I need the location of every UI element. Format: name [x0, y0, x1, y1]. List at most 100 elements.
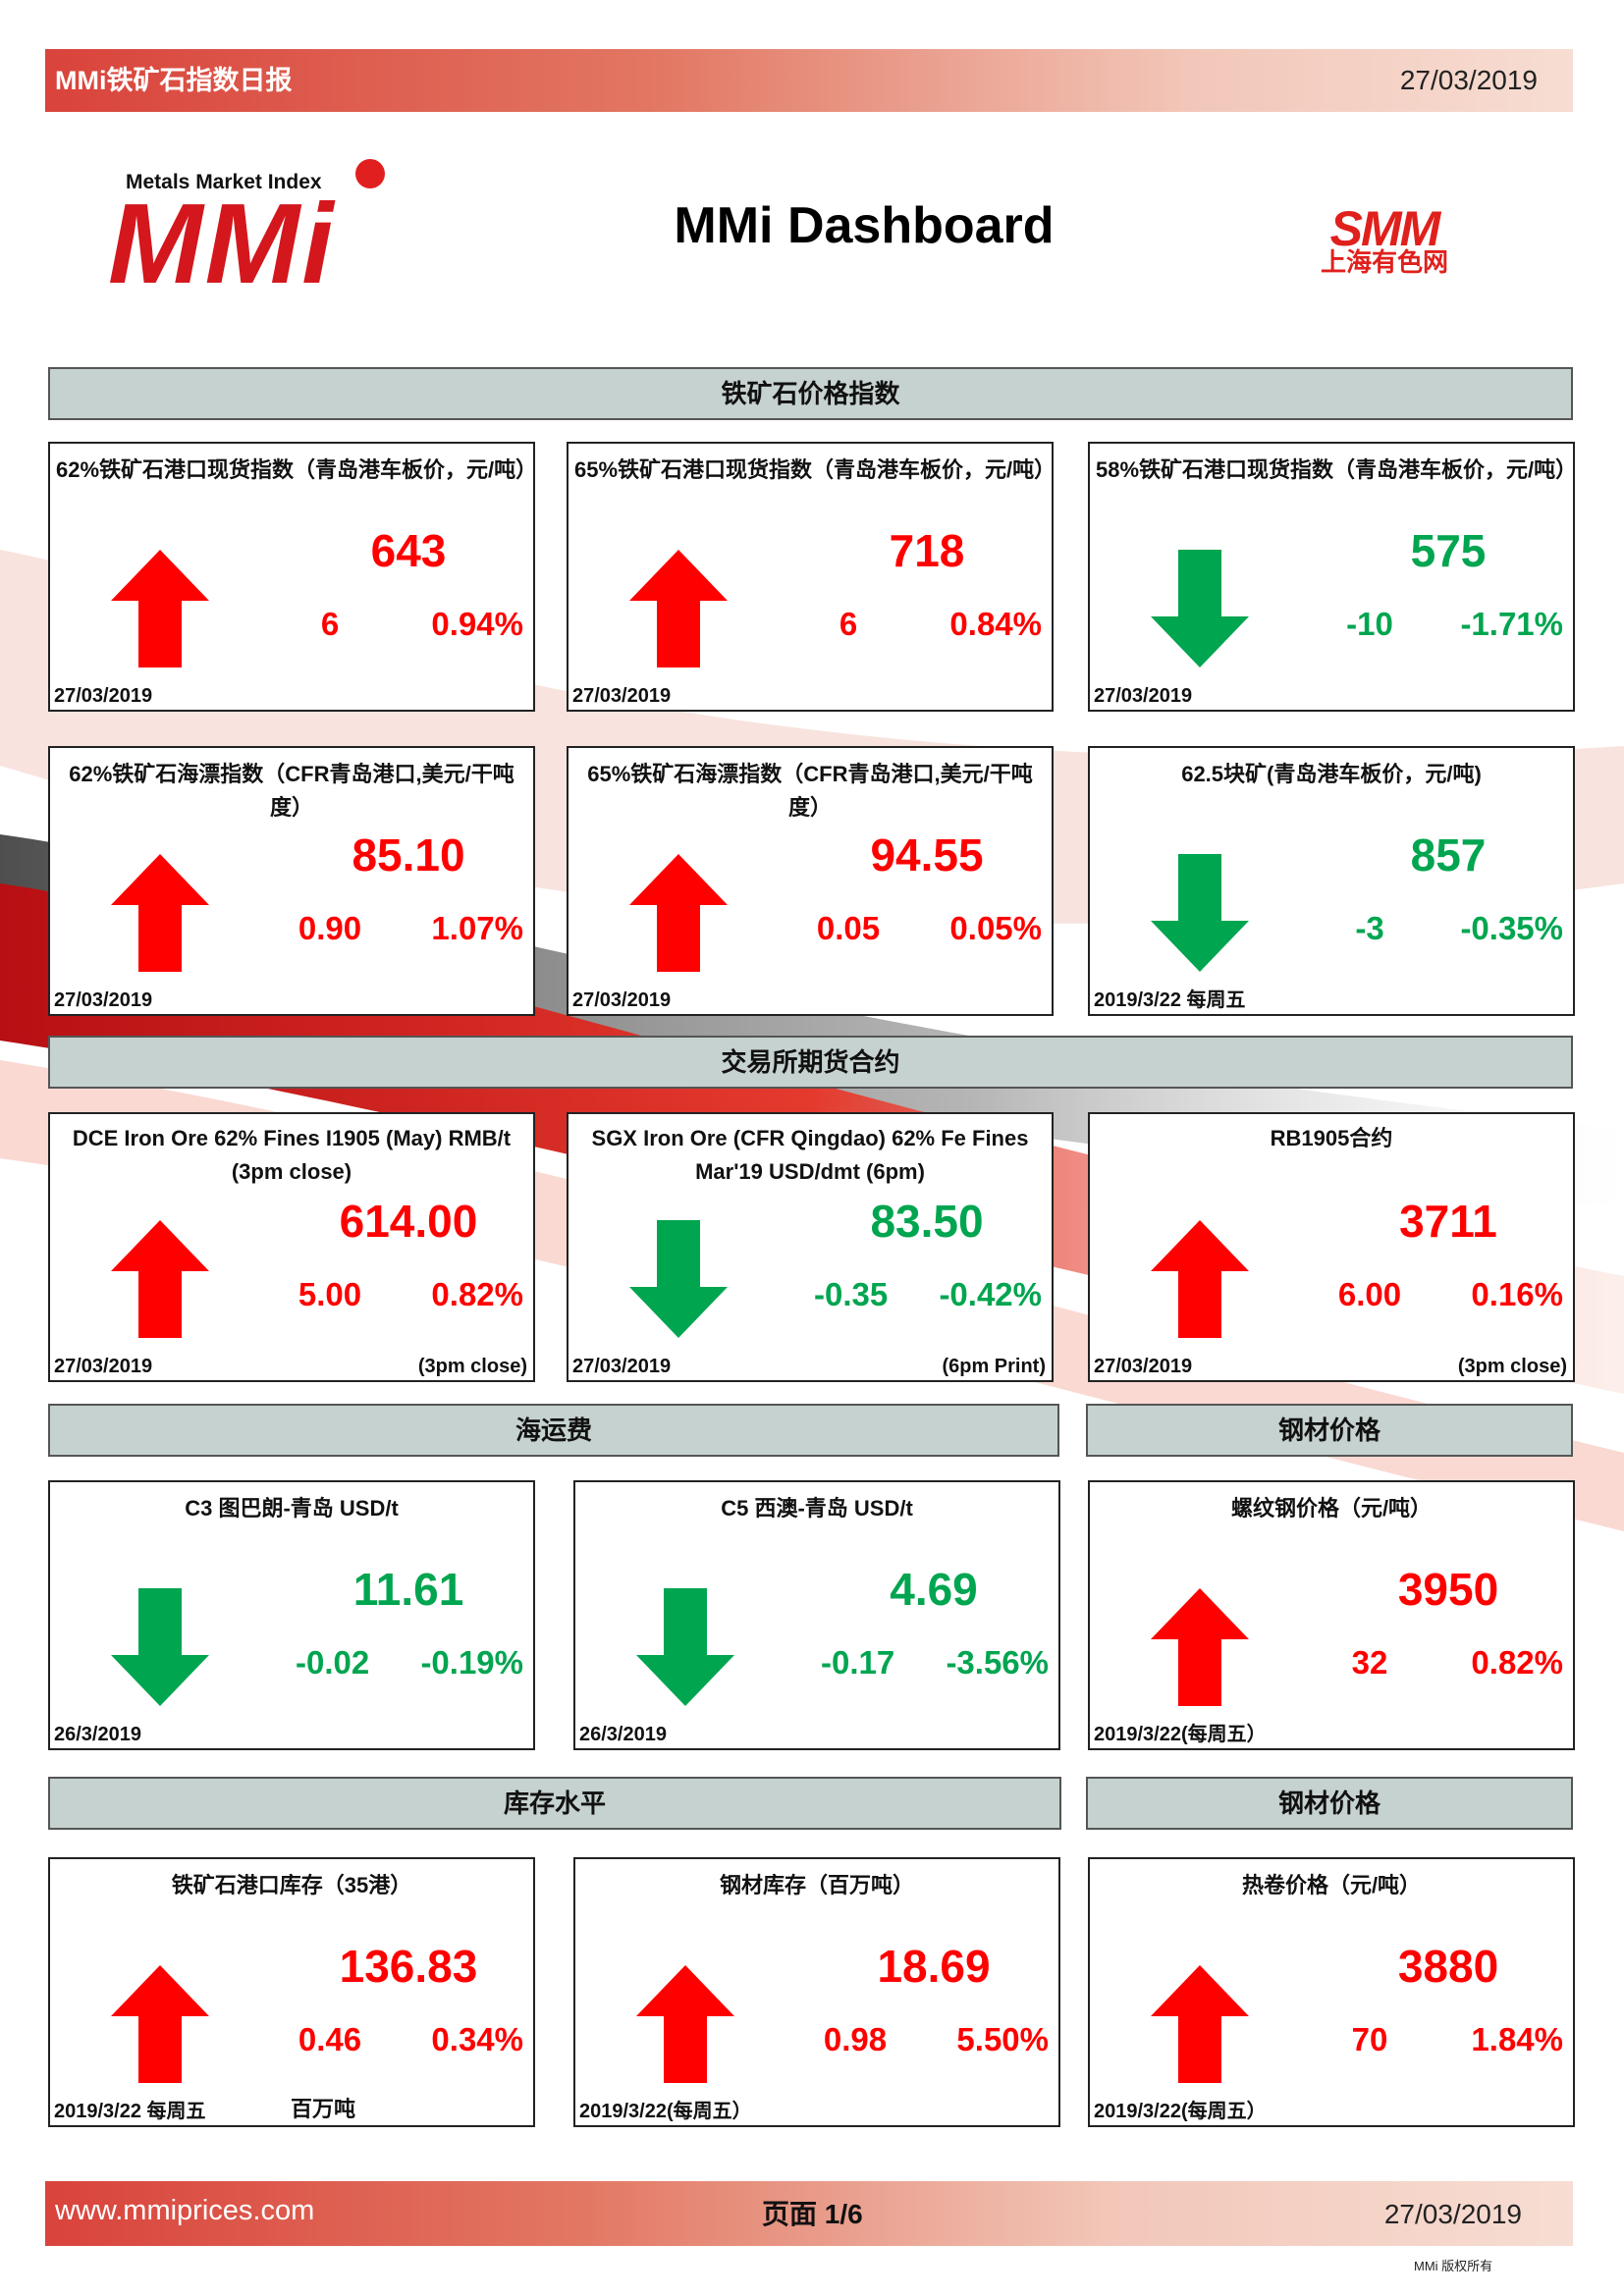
arrow-down-icon [111, 1588, 209, 1706]
logo-dot-icon [355, 159, 385, 188]
card-change: -0.35 [814, 1276, 889, 1312]
footer-url[interactable]: www.mmiprices.com [55, 2195, 315, 2226]
index-card: DCE Iron Ore 62% Fines I1905 (May) RMB/t… [48, 1112, 535, 1382]
card-title: SGX Iron Ore (CFR Qingdao) 62% Fe Fines … [591, 1126, 1029, 1184]
index-card: SGX Iron Ore (CFR Qingdao) 62% Fe Fines … [567, 1112, 1054, 1382]
section-price-index: 铁矿石价格指数 [48, 367, 1573, 420]
arrow-down-icon [636, 1588, 734, 1706]
card-value: 83.50 [870, 1196, 984, 1247]
card-pct: 0.34% [431, 2021, 523, 2057]
arrow-up-icon [111, 1965, 209, 2083]
card-change: 32 [1351, 1644, 1388, 1681]
card-title: 热卷价格（元/吨） [1241, 1873, 1422, 1897]
card-change: 6.00 [1337, 1276, 1402, 1312]
card-pct: 0.82% [1471, 1644, 1563, 1681]
card-title: RB1905合约 [1270, 1126, 1393, 1150]
card-change: 0.98 [823, 2021, 888, 2057]
report-title: MMi铁矿石指数日报 [55, 66, 293, 95]
card-unit: 百万吨 [291, 2097, 356, 2121]
card-pct: 5.50% [956, 2021, 1049, 2057]
section-freight: 海运费 [48, 1404, 1059, 1457]
arrow-up-icon [111, 854, 209, 972]
card-value: 857 [1410, 829, 1487, 881]
card-date: 2019/3/22 每周五 [1094, 989, 1246, 1011]
card-date: 27/03/2019 [54, 989, 153, 1011]
index-card: RB1905合约 3711 6.00 0.16% 27/03/2019 (3pm clos… [1088, 1112, 1575, 1382]
card-change: -0.17 [821, 1644, 895, 1681]
card-change: -0.02 [296, 1644, 370, 1681]
card-date: 27/03/2019 [54, 1356, 153, 1377]
card-date: 26/3/2019 [54, 1724, 141, 1745]
section-steel-price-2: 钢材价格 [1086, 1777, 1573, 1830]
card-value: 94.55 [870, 829, 984, 881]
card-value: 85.10 [352, 829, 465, 881]
index-card: 螺纹钢价格（元/吨） 3950 32 0.82% 2019/3/22(每周五） [1088, 1480, 1575, 1750]
footer-bar: www.mmiprices.com 页面 1/6 27/03/2019 [45, 2181, 1573, 2246]
index-card: 热卷价格（元/吨） 3880 70 1.84% 2019/3/22(每周五） [1088, 1857, 1575, 2127]
card-pct: -0.35% [1460, 910, 1563, 946]
section-futures: 交易所期货合约 [48, 1036, 1573, 1089]
card-change: 5.00 [298, 1276, 362, 1312]
report-date: 27/03/2019 [1399, 65, 1538, 95]
card-pct: 0.94% [431, 606, 523, 642]
card-pct: 0.84% [949, 606, 1042, 642]
card-value: 718 [889, 525, 965, 576]
card-title: 58%铁矿石港口现货指数（青岛港车板价，元/吨） [1096, 457, 1578, 482]
index-card: 58%铁矿石港口现货指数（青岛港车板价，元/吨） 575 -10 -1.71% 27/0… [1088, 442, 1578, 712]
card-change: 6 [839, 606, 858, 642]
card-value: 3711 [1399, 1196, 1497, 1247]
arrow-up-icon [1151, 1220, 1249, 1338]
card-change: 70 [1351, 2021, 1388, 2057]
card-title: 62%铁矿石海漂指数（CFR青岛港口,美元/干吨度） [69, 762, 514, 820]
card-title: C3 图巴朗-青岛 USD/t [185, 1496, 399, 1521]
card-title: 65%铁矿石海漂指数（CFR青岛港口,美元/干吨度） [587, 762, 1033, 820]
card-note: (3pm close) [1457, 1356, 1567, 1377]
card-date: 2019/3/22 每周五 [54, 2101, 206, 2122]
card-title: 62.5块矿(青岛港车板价，元/吨) [1181, 762, 1482, 786]
card-change: 0.05 [816, 910, 881, 946]
card-change: 0.90 [298, 910, 362, 946]
card-value: 4.69 [890, 1564, 978, 1615]
index-card: C5 西澳-青岛 USD/t 4.69 -0.17 -3.56% 26/3/2019 [573, 1480, 1060, 1750]
logo-mark: MMi [108, 180, 336, 307]
card-date: 27/03/2019 [572, 685, 672, 707]
card-pct: 0.05% [949, 910, 1042, 946]
card-title: 铁矿石港口库存（35港） [171, 1873, 412, 1897]
arrow-up-icon [1151, 1588, 1249, 1706]
arrow-up-icon [636, 1965, 734, 2083]
card-note: (6pm Print) [942, 1356, 1046, 1377]
card-date: 27/03/2019 [572, 1356, 672, 1377]
section-steel-price: 钢材价格 [1086, 1404, 1573, 1457]
card-date: 26/3/2019 [579, 1724, 667, 1745]
smm-logo-cn: 上海有色网 [1320, 247, 1448, 277]
logo-subtitle: Metals Market Index [126, 171, 322, 193]
card-value: 614.00 [339, 1196, 478, 1247]
page-number: 页面 1/6 [762, 2199, 863, 2229]
card-value: 136.83 [339, 1941, 478, 1992]
card-value: 643 [370, 525, 447, 576]
card-value: 3950 [1397, 1564, 1499, 1615]
arrow-up-icon [111, 1220, 209, 1338]
copyright: MMi 版权所有 [1414, 2259, 1493, 2273]
section-inventory: 库存水平 [48, 1777, 1061, 1830]
header-bar: MMi铁矿石指数日报 27/03/2019 [45, 49, 1573, 112]
mmi-logo: Metals Market Index MMi [108, 157, 403, 304]
card-note: (3pm close) [417, 1356, 527, 1377]
index-card: 65%铁矿石港口现货指数（青岛港车板价，元/吨） 718 6 0.84% 27/03/2… [567, 442, 1056, 712]
card-change: 6 [320, 606, 340, 642]
card-pct: 0.82% [431, 1276, 523, 1312]
card-date: 27/03/2019 [54, 685, 153, 707]
smm-logo-mark: SMM [1329, 201, 1441, 256]
footer-date: 27/03/2019 [1383, 2199, 1522, 2229]
arrow-down-icon [629, 1220, 728, 1338]
dashboard-title: MMi Dashboard [674, 197, 1055, 254]
index-card: C3 图巴朗-青岛 USD/t 11.61 -0.02 -0.19% 26/3/2019 [48, 1480, 535, 1750]
index-card: 62%铁矿石港口现货指数（青岛港车板价，元/吨） 643 6 0.94% 27/03/2… [48, 442, 537, 712]
card-title: 螺纹钢价格（元/吨） [1230, 1496, 1433, 1521]
arrow-up-icon [629, 854, 728, 972]
arrow-down-icon [1151, 550, 1249, 667]
card-pct: 0.16% [1471, 1276, 1563, 1312]
card-value: 575 [1410, 525, 1487, 576]
card-pct: 1.07% [431, 910, 523, 946]
card-pct: -0.19% [420, 1644, 523, 1681]
